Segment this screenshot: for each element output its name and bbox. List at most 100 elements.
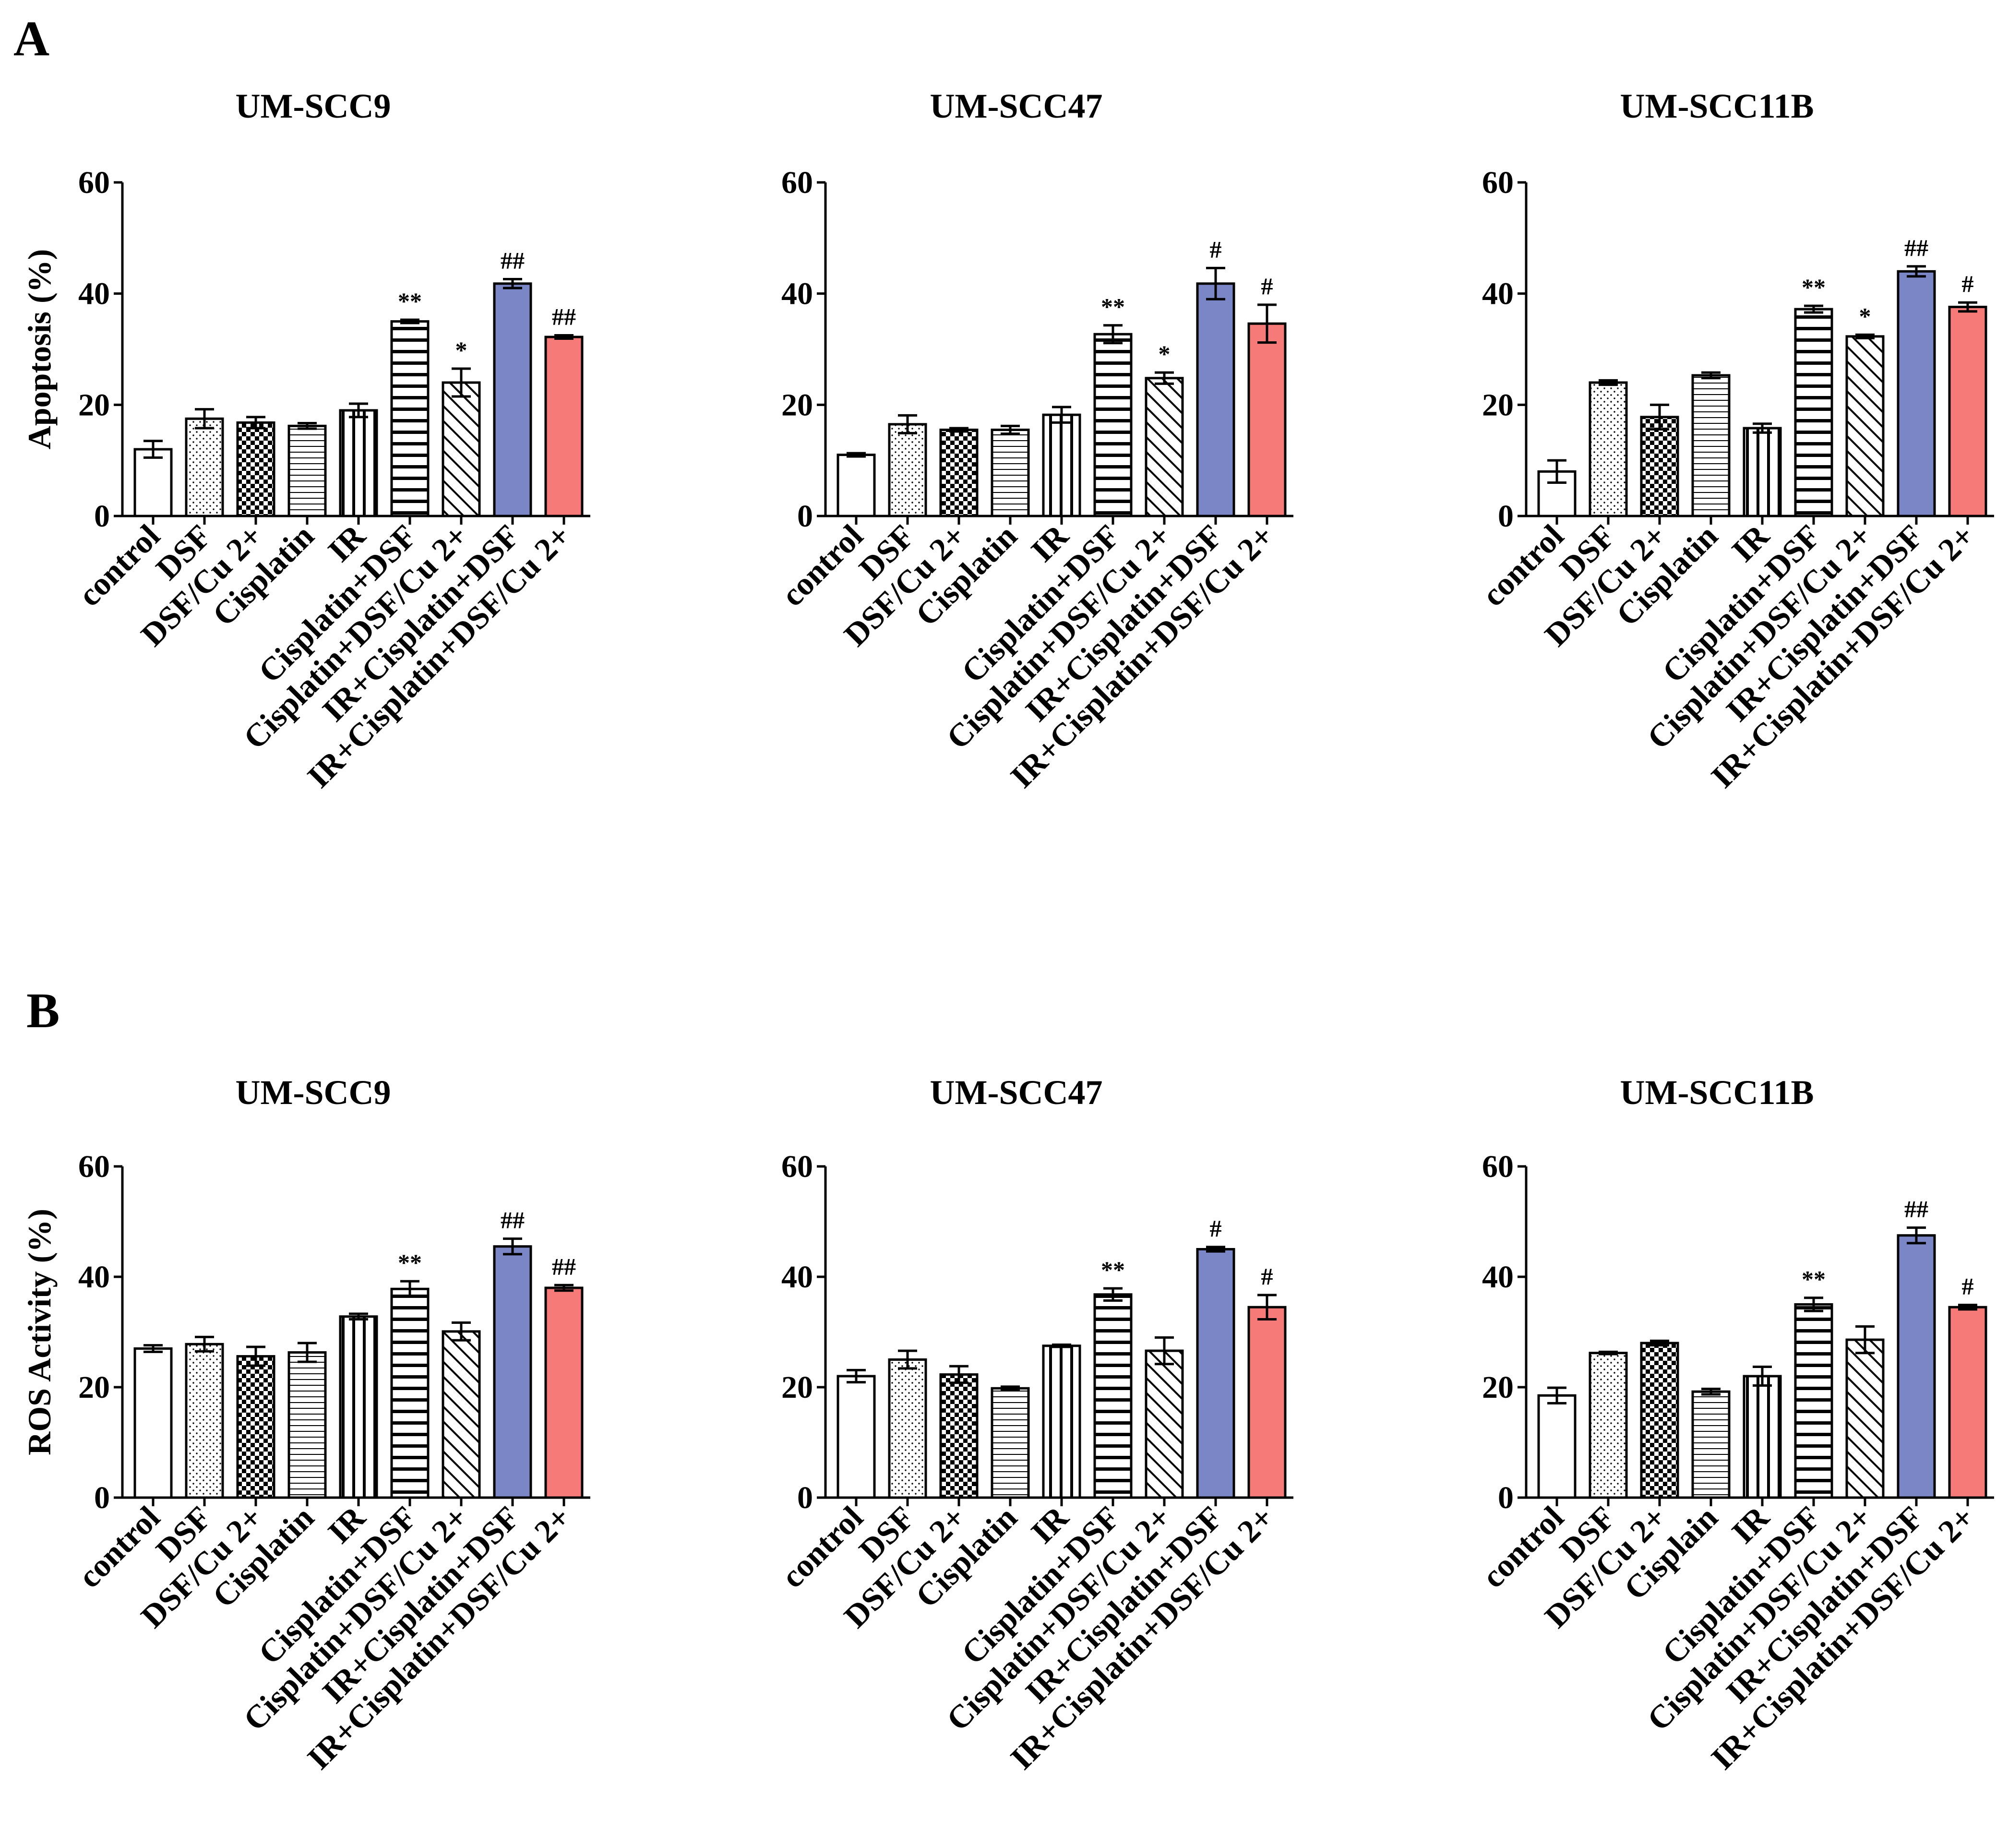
y-tick-label: 20: [78, 387, 110, 422]
chart-title: UM-SCC11B: [1620, 87, 1814, 125]
y-tick-label: 0: [797, 1480, 813, 1515]
significance-label: ##: [552, 303, 576, 330]
bar-5: [1093, 1293, 1133, 1499]
significance-label: #: [1962, 270, 1974, 297]
y-tick-label: 20: [781, 387, 813, 422]
significance-label: *: [455, 336, 467, 363]
y-axis-label: ROS Activity (%): [21, 1209, 58, 1455]
bar-5: [1794, 1303, 1833, 1499]
category-label: control: [1475, 1499, 1571, 1595]
y-tick-label: 40: [781, 1260, 813, 1295]
significance-label: #: [1261, 273, 1273, 300]
bar-7: [1897, 270, 1936, 517]
bar-6: [1845, 1338, 1885, 1499]
bar-6: [1145, 1349, 1184, 1499]
bar-8: [1247, 1306, 1287, 1499]
chart-title: UM-SCC9: [236, 87, 391, 125]
bar-4: [339, 1315, 378, 1499]
category-label: control: [774, 517, 870, 613]
bar-7: [493, 1245, 532, 1499]
bar-3: [287, 424, 327, 517]
bar-2: [939, 1373, 979, 1499]
significance-label: *: [1859, 302, 1871, 329]
y-tick-label: 60: [1482, 1149, 1514, 1184]
significance-label: **: [1101, 293, 1125, 320]
bar-2: [939, 428, 979, 517]
bar-4: [1743, 1375, 1782, 1499]
significance-label: *: [1159, 340, 1171, 367]
bar-7: [493, 282, 532, 517]
bar-6: [1845, 335, 1885, 517]
bar-5: [1093, 333, 1133, 517]
significance-label: ##: [552, 1253, 576, 1280]
category-label: control: [71, 517, 167, 613]
bar-4: [1743, 427, 1782, 517]
bar-0: [837, 1375, 876, 1499]
bar-6: [1145, 377, 1184, 517]
bar-1: [185, 1343, 224, 1499]
y-tick-label: 60: [1482, 165, 1514, 200]
significance-label: #: [1210, 1215, 1222, 1242]
bar-1: [888, 423, 927, 517]
y-tick-label: 0: [94, 1480, 110, 1515]
significance-label: **: [1802, 1266, 1826, 1293]
bar-0: [133, 448, 173, 517]
chart-title: UM-SCC11B: [1620, 1073, 1814, 1112]
bar-2: [1640, 416, 1679, 517]
bar-8: [544, 1286, 584, 1499]
y-tick-label: 0: [94, 499, 110, 534]
bar-0: [1537, 1394, 1577, 1499]
y-tick-label: 20: [1482, 387, 1514, 422]
significance-label: ##: [1904, 1196, 1928, 1223]
significance-label: ##: [1904, 234, 1928, 261]
significance-label: **: [1802, 274, 1826, 300]
bar-4: [1042, 1344, 1081, 1499]
bar-7: [1897, 1234, 1936, 1499]
significance-label: **: [398, 1249, 422, 1276]
significance-label: #: [1962, 1273, 1974, 1300]
category-label: control: [1475, 517, 1571, 613]
bar-2: [236, 1355, 275, 1499]
bar-1: [1589, 1352, 1628, 1499]
bar-3: [991, 1387, 1030, 1499]
bar-8: [544, 336, 584, 517]
y-tick-label: 60: [78, 1149, 110, 1184]
bar-7: [1196, 1248, 1235, 1499]
bar-3: [287, 1351, 327, 1499]
y-tick-label: 0: [797, 499, 813, 534]
y-tick-label: 40: [1482, 276, 1514, 312]
y-tick-label: 0: [1498, 1480, 1514, 1515]
bar-1: [888, 1358, 927, 1499]
significance-label: #: [1261, 1263, 1273, 1290]
y-tick-label: 40: [1482, 1260, 1514, 1295]
bar-7: [1196, 282, 1235, 517]
y-tick-label: 60: [781, 1149, 813, 1184]
significance-label: ##: [501, 1207, 525, 1234]
bar-2: [236, 421, 275, 517]
bar-3: [1691, 374, 1731, 517]
bar-0: [133, 1347, 173, 1499]
chart-title: UM-SCC47: [930, 87, 1103, 125]
bar-4: [339, 409, 378, 517]
bar-1: [1589, 381, 1628, 517]
bar-5: [390, 1287, 430, 1499]
y-tick-label: 40: [78, 1260, 110, 1295]
y-tick-label: 20: [1482, 1370, 1514, 1405]
significance-label: **: [398, 288, 422, 314]
significance-label: **: [1101, 1256, 1125, 1283]
category-label: control: [774, 1499, 870, 1595]
bar-8: [1948, 305, 1987, 517]
y-tick-label: 0: [1498, 499, 1514, 534]
y-tick-label: 20: [78, 1370, 110, 1405]
bar-6: [442, 1330, 481, 1499]
bar-5: [390, 320, 430, 517]
y-tick-label: 40: [781, 276, 813, 312]
